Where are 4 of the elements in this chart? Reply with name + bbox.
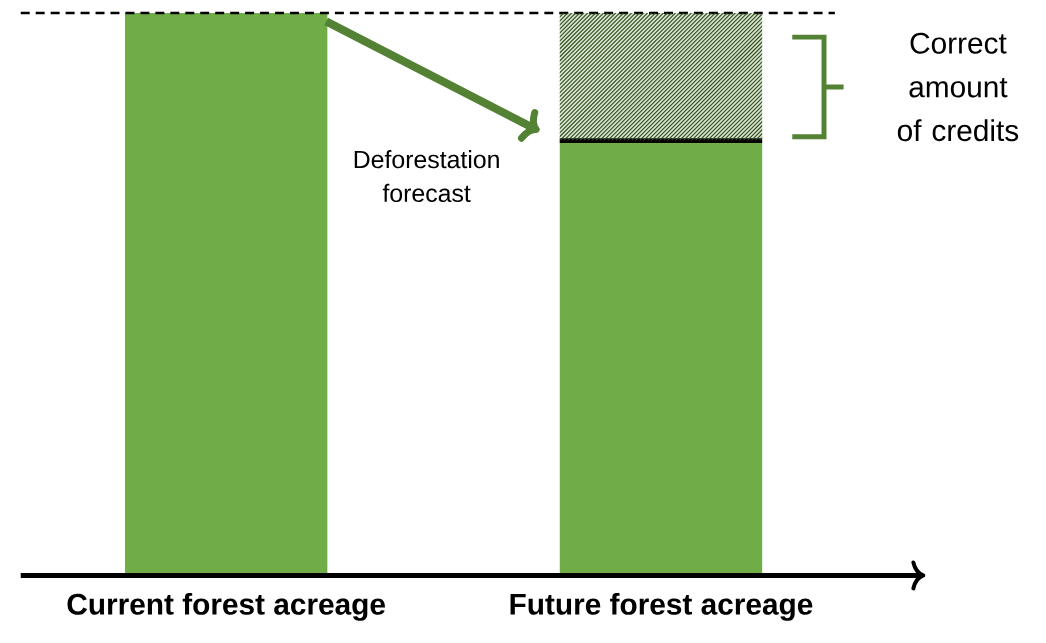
annotation: Deforestation forecast xyxy=(354,149,499,202)
x-tick-label: Future forest acreage xyxy=(510,592,813,621)
x-tick-label: Current forest acreage xyxy=(67,592,385,621)
text: Correct amount of credits xyxy=(897,32,1019,142)
